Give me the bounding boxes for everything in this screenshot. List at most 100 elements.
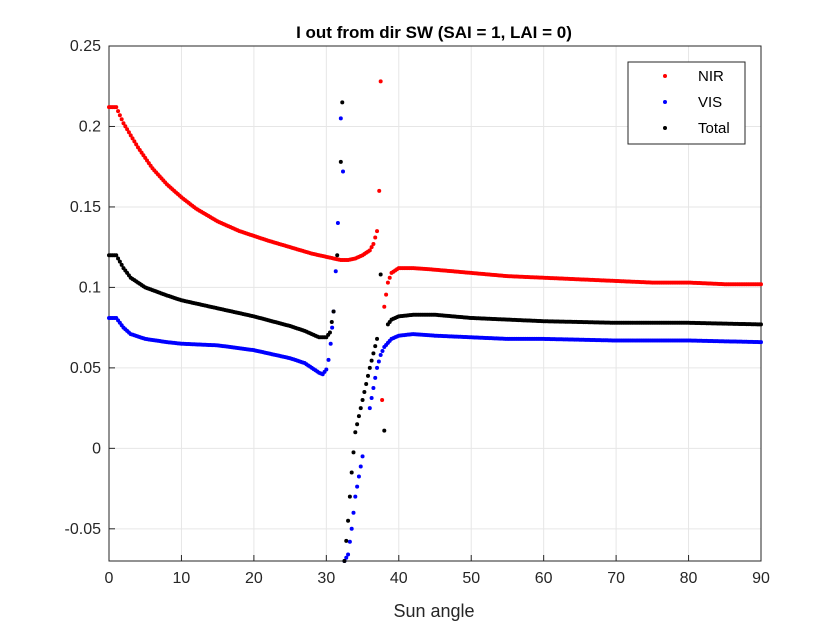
data-point-total: [373, 344, 378, 349]
data-point-total: [369, 358, 374, 363]
x-tick-label: 20: [245, 570, 263, 587]
data-point-total: [759, 322, 763, 327]
data-point-nir: [378, 79, 383, 84]
y-tick-label: 0.05: [70, 360, 101, 377]
data-point-total: [347, 494, 352, 499]
legend: NIR VIS Total: [627, 61, 746, 145]
x-tick-label: 80: [680, 570, 698, 587]
data-point-vis: [358, 464, 363, 469]
data-point-total: [331, 309, 336, 314]
data-point-nir: [382, 304, 387, 309]
data-point-vis: [338, 116, 343, 121]
data-point-total: [371, 351, 376, 356]
data-point-vis: [349, 526, 354, 531]
x-tick-label: 0: [105, 570, 114, 587]
data-point-total: [329, 320, 334, 325]
data-point-total: [367, 365, 372, 370]
data-point-total: [340, 100, 345, 105]
data-point-nir: [114, 105, 119, 110]
plot-area-frame: [108, 45, 762, 562]
data-point-vis: [333, 269, 338, 274]
axis-ticks: 0 10 20 30 40 50 60 70 80 90 -0.05 0 0.05 0.1 0.15 0.2 0…: [65, 38, 770, 587]
data-point-total: [365, 373, 370, 378]
data-point-vis: [353, 494, 358, 499]
data-point-total: [360, 398, 365, 403]
data-series: [107, 79, 763, 563]
data-point-total: [356, 414, 361, 419]
data-point-vis: [355, 484, 360, 489]
x-tick-label: 60: [535, 570, 553, 587]
data-point-total: [382, 428, 387, 433]
data-point-vis: [356, 474, 361, 479]
data-point-nir: [125, 127, 130, 132]
legend-marker-vis: [663, 100, 667, 104]
data-point-total: [342, 559, 347, 563]
series-vis: [107, 116, 763, 563]
data-point-vis: [380, 348, 385, 353]
data-point-vis: [330, 325, 335, 330]
legend-label-vis: VIS: [698, 94, 722, 111]
x-axis-label: Sun angle: [393, 601, 474, 621]
data-point-vis: [335, 221, 340, 226]
data-point-total: [362, 390, 367, 395]
x-tick-label: 70: [607, 570, 625, 587]
data-point-total: [378, 272, 383, 277]
data-point-nir: [132, 139, 137, 144]
data-point-nir: [130, 136, 135, 141]
data-point-vis: [351, 510, 356, 515]
data-point-nir: [126, 130, 131, 135]
data-point-vis: [328, 341, 333, 346]
data-point-nir: [367, 248, 372, 253]
data-point-nir: [117, 113, 122, 118]
y-tick-label: 0: [92, 440, 101, 457]
data-point-nir: [387, 275, 392, 280]
data-point-nir: [371, 241, 376, 246]
y-tick-label: 0.1: [79, 279, 101, 296]
data-point-vis: [360, 454, 365, 459]
data-point-vis: [375, 365, 380, 370]
x-tick-label: 10: [173, 570, 191, 587]
legend-box: [627, 61, 746, 145]
legend-label-nir: NIR: [698, 68, 724, 85]
data-point-vis: [376, 359, 381, 364]
data-point-total: [117, 259, 122, 264]
data-point-total: [114, 253, 119, 258]
data-point-vis: [369, 396, 374, 401]
y-tick-label: -0.05: [65, 521, 102, 538]
data-point-nir: [380, 398, 385, 403]
data-point-nir: [128, 133, 133, 138]
data-point-vis: [324, 367, 329, 372]
legend-marker-total: [663, 126, 667, 130]
data-point-nir: [116, 109, 121, 114]
data-point-nir: [375, 229, 380, 234]
data-point-vis: [759, 340, 763, 345]
legend-label-total: Total: [698, 120, 730, 137]
data-point-vis: [326, 357, 331, 362]
y-tick-label: 0.2: [79, 118, 101, 135]
chart-title: I out from dir SW (SAI = 1, LAI = 0): [296, 23, 572, 42]
data-point-nir: [134, 142, 139, 147]
legend-marker-nir: [663, 74, 667, 78]
data-point-nir: [759, 282, 763, 287]
data-point-nir: [123, 124, 128, 129]
y-tick-label: 0.15: [70, 199, 101, 216]
data-point-total: [335, 253, 340, 258]
series-total: [107, 100, 763, 563]
x-tick-label: 40: [390, 570, 408, 587]
data-point-nir: [369, 245, 374, 250]
data-point-vis: [378, 353, 383, 357]
data-point-total: [344, 538, 349, 543]
data-point-vis: [344, 555, 349, 560]
data-point-total: [327, 330, 332, 335]
data-point-nir: [384, 292, 389, 297]
x-tick-label: 30: [317, 570, 335, 587]
data-point-vis: [346, 552, 351, 557]
data-point-total: [119, 262, 124, 267]
data-point-total: [116, 256, 121, 261]
data-point-vis: [371, 385, 376, 390]
data-point-total: [355, 422, 360, 427]
x-tick-label: 50: [462, 570, 480, 587]
data-point-total: [364, 381, 369, 386]
data-point-total: [358, 406, 363, 411]
data-point-nir: [373, 235, 378, 240]
